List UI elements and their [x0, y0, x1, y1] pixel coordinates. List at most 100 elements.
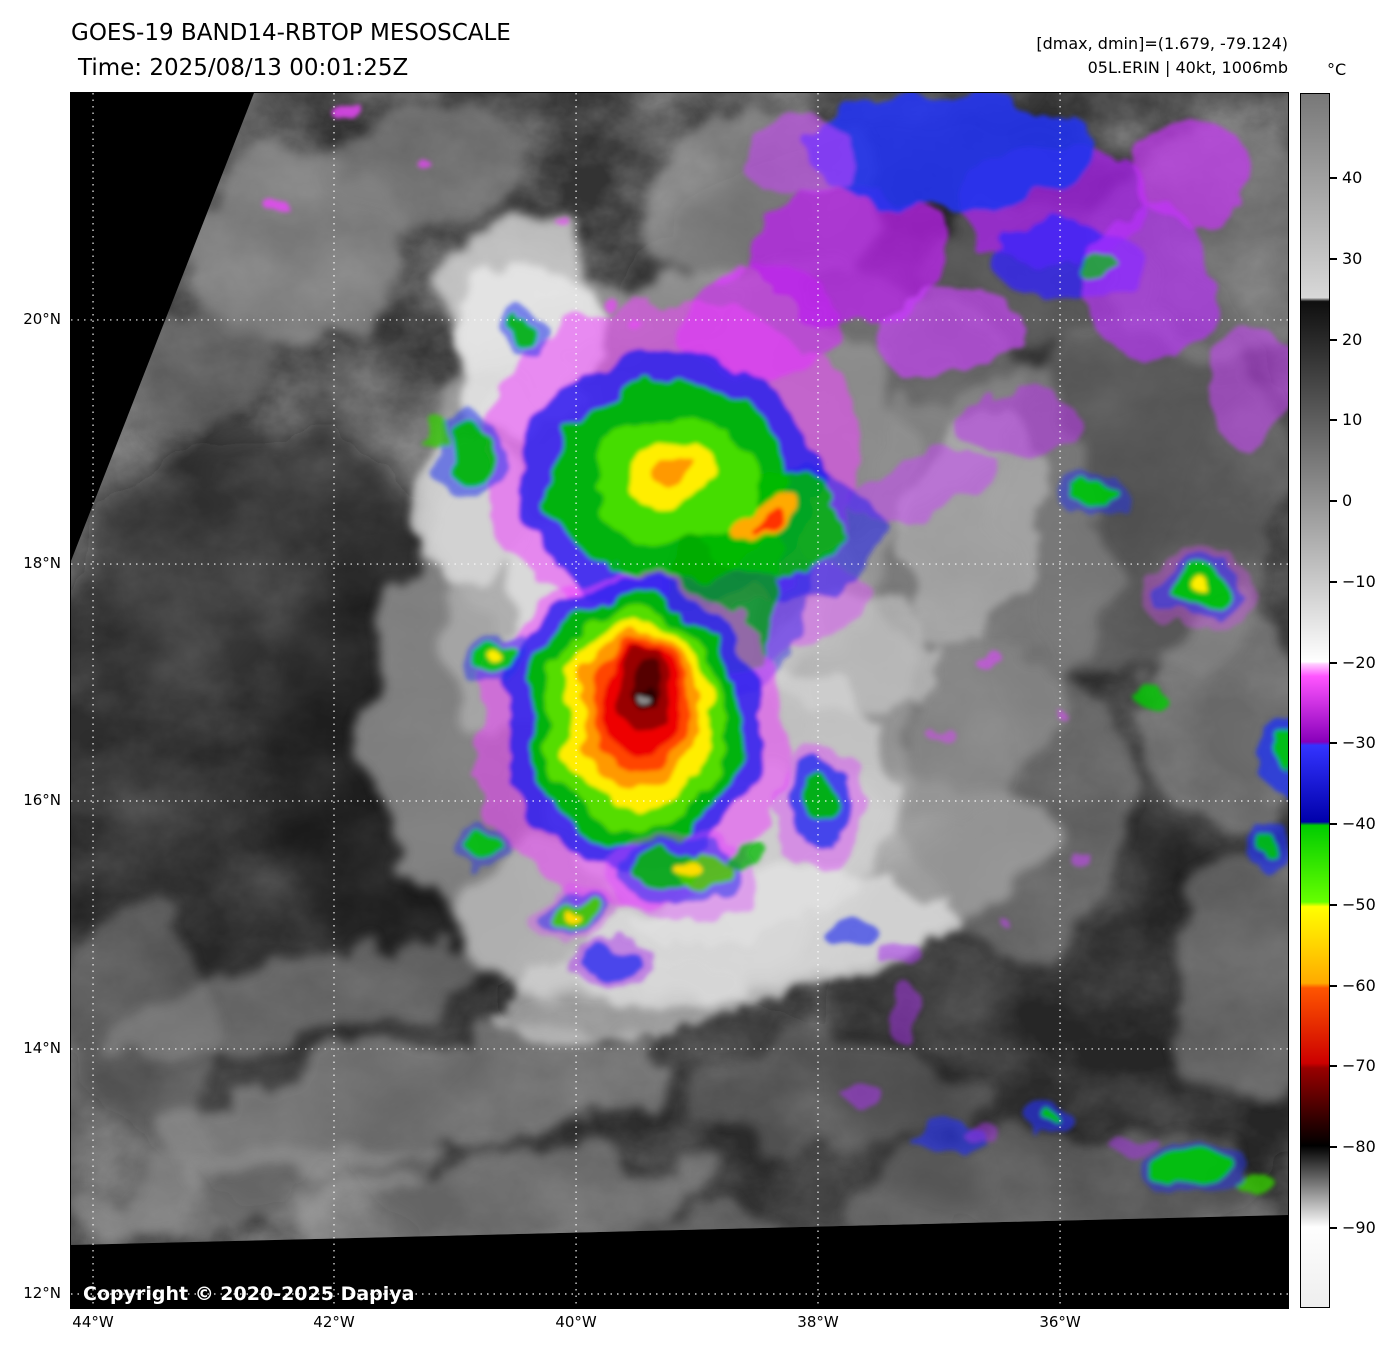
cloud-blob	[1085, 205, 1215, 361]
cloud-blob	[653, 466, 689, 490]
colorbar-tick	[1330, 177, 1337, 180]
color-features	[271, 93, 1288, 1195]
colorbar-tick	[1330, 257, 1337, 260]
copyright: Copyright © 2020-2025 Dapiya	[83, 1283, 414, 1305]
cloud-blob	[981, 647, 999, 659]
cloud-blob	[421, 423, 445, 451]
cloud-blob	[1154, 1150, 1226, 1186]
lon-label: 36°W	[1039, 1313, 1081, 1331]
lat-axis: 20°N 18°N 16°N 14°N 12°N	[0, 93, 66, 1308]
lon-label: 38°W	[797, 1313, 839, 1331]
gridlines	[71, 93, 1288, 1308]
colorbar-tick-label: 0	[1342, 491, 1353, 511]
colorbar-tick-label: −90	[1342, 1217, 1376, 1237]
colorbar-tick-label: −20	[1342, 652, 1376, 672]
header-info: [dmax, dmin]=(1.679, -79.124) 05L.ERIN |…	[1036, 32, 1288, 80]
colorbar-tick-label: 40	[1342, 168, 1363, 188]
colorbar-unit: °C	[1327, 60, 1347, 79]
colorbar-tick	[1330, 500, 1337, 503]
colorbar: 40 30 20 10 0 −10 −20 −30 −40 −50 −60 −70 −80 −90	[1300, 93, 1390, 1308]
storm-info: 05L.ERIN | 40kt, 1006mb	[1087, 58, 1288, 77]
cloud-blob	[1258, 831, 1276, 857]
colorbar-tick	[1330, 1226, 1337, 1229]
cloud-blob	[1166, 843, 1288, 1093]
cloud-blob	[1084, 252, 1116, 274]
cloud-blob	[460, 833, 500, 859]
colorbar-tick	[1330, 419, 1337, 422]
satellite-image: Copyright © 2020-2025 Dapiya	[71, 93, 1288, 1308]
cloud-blob	[1040, 1109, 1060, 1121]
cloud-blob	[632, 324, 648, 336]
lat-label: 14°N	[23, 1038, 61, 1057]
colorbar-tick	[1330, 580, 1337, 583]
lat-label: 18°N	[23, 554, 61, 573]
cloud-blob	[148, 1033, 672, 1177]
dmax-dmin-readout: [dmax, dmin]=(1.679, -79.124)	[1036, 34, 1288, 53]
cloud-blob	[1127, 677, 1163, 705]
page-title: GOES-19 BAND14-RBTOP MESOSCALE	[71, 20, 511, 46]
cloud-blob	[958, 388, 1082, 458]
lat-label: 20°N	[23, 309, 61, 328]
colorbar-tick-label: 10	[1342, 410, 1363, 430]
colorbar-tick	[1330, 1146, 1337, 1148]
cloud-blob	[507, 312, 539, 354]
colorbar-tick	[1330, 984, 1337, 987]
colorbar-tick	[1330, 661, 1337, 664]
cloud-blob	[879, 941, 923, 969]
cloud-blob	[447, 421, 493, 485]
cloud-blob	[929, 729, 951, 741]
lat-label: 12°N	[23, 1284, 61, 1303]
lon-label: 40°W	[555, 1313, 597, 1331]
cloud-blob	[1128, 116, 1252, 226]
colorbar-tick-label: −70	[1342, 1056, 1376, 1076]
colorbar-tick-label: −40	[1342, 814, 1376, 834]
cloud-blob	[1069, 483, 1121, 509]
satellite-map: Copyright © 2020-2025 Dapiya	[70, 92, 1289, 1309]
cloud-blob	[1272, 734, 1288, 774]
cloud-blob	[905, 643, 1135, 953]
cloud-blob	[825, 915, 879, 951]
colorbar-tick	[1330, 338, 1337, 341]
cloud-blob	[71, 913, 221, 1233]
cloud-blob	[1111, 1133, 1155, 1157]
timestamp: Time: 2025/08/13 00:01:25Z	[78, 55, 409, 81]
cloud-blob	[342, 102, 358, 114]
cloud-blob	[1005, 920, 1019, 930]
cloud-blob	[875, 288, 1025, 378]
cloud-blob	[1188, 583, 1208, 597]
colorbar-tick-label: −60	[1342, 975, 1376, 995]
colorbar-tick-label: −30	[1342, 733, 1376, 753]
colorbar-tick-label: −80	[1342, 1137, 1376, 1156]
lat-label: 16°N	[23, 790, 61, 809]
colorbar-tick-label: 20	[1342, 329, 1363, 349]
cloud-blob	[725, 843, 769, 871]
cloud-blob	[805, 93, 1095, 209]
cloud-blob	[671, 861, 699, 877]
cloud-blob	[1233, 1167, 1273, 1191]
cloud-blob	[595, 291, 615, 305]
lon-label: 42°W	[313, 1313, 355, 1331]
cloud-blob	[850, 450, 990, 520]
lon-axis: 44°W 42°W 40°W 38°W 36°W	[71, 1313, 1288, 1343]
cloud-blob	[553, 208, 567, 218]
colorbar-tick	[1330, 823, 1337, 826]
cloud-blob	[496, 951, 736, 1045]
cloud-blob	[1205, 325, 1288, 441]
lon-label: 44°W	[72, 1313, 114, 1331]
cloud-blob	[562, 907, 580, 917]
colorbar-tick	[1330, 1065, 1337, 1068]
cloud-blob	[962, 1123, 994, 1143]
cloud-blob	[1052, 709, 1068, 721]
colorbar-gradient	[1300, 93, 1330, 1308]
cloud-blob	[1075, 849, 1091, 861]
cloud-blob	[271, 196, 289, 210]
cloud-blob	[834, 1082, 886, 1112]
colorbar-tick	[1330, 903, 1337, 906]
cloud-blob	[750, 510, 792, 530]
colorbar-tick-label: −10	[1342, 571, 1376, 591]
cloud-blob	[326, 113, 516, 223]
colorbar-tick-label: 30	[1342, 248, 1363, 268]
cloud-blob	[424, 158, 436, 168]
cloud-blob	[586, 946, 638, 976]
cloud-blob	[491, 650, 509, 662]
